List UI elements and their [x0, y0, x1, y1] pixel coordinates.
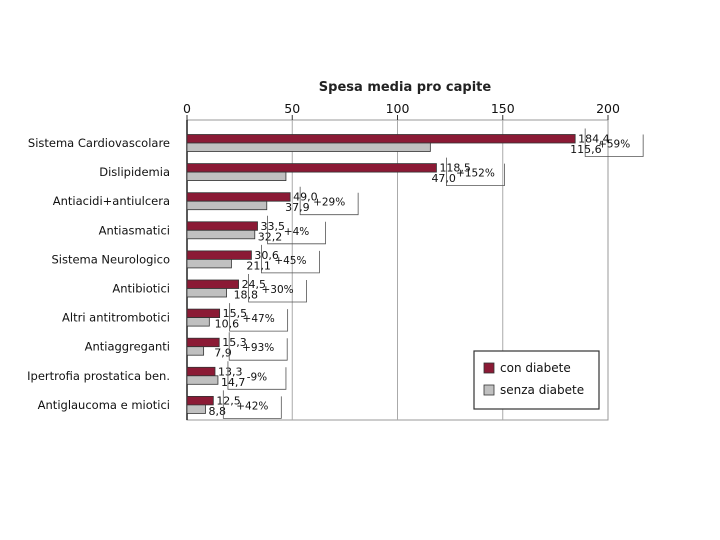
category-label: Sistema Cardiovascolare	[28, 136, 170, 150]
bar-con-diabete	[186, 250, 252, 260]
percent-change-label: +45%	[274, 255, 306, 267]
bar-con-diabete	[186, 134, 576, 144]
percent-change-label: +29%	[313, 197, 345, 209]
x-tick-label: 100	[386, 101, 410, 116]
annotation-box	[229, 303, 289, 332]
bar-con-diabete	[186, 308, 221, 319]
category-label: Sistema Neurologico	[51, 252, 170, 266]
bar-con-diabete	[186, 395, 214, 406]
percent-change-label: -9%	[247, 371, 267, 383]
value-label-senza-diabete: 21,1	[246, 259, 271, 272]
annotation-box	[228, 332, 288, 361]
bar-con-diabete	[186, 279, 239, 289]
value-label-senza-diabete: 7,9	[214, 347, 232, 360]
value-label-con-diabete: 24,5	[242, 278, 267, 291]
bar-senza-diabete	[186, 288, 227, 298]
value-label-senza-diabete: 32,2	[258, 230, 283, 243]
percent-change-label: +42%	[236, 400, 268, 412]
bar-senza-diabete	[186, 346, 205, 356]
bar-con-diabete	[186, 366, 216, 377]
annotation-box	[584, 128, 644, 157]
legend-label: con diabete	[500, 361, 571, 375]
chart-title: Spesa media pro capite	[319, 80, 492, 95]
category-label: Antiacidi+antiulcera	[53, 194, 170, 208]
x-tick-label: 50	[284, 101, 300, 116]
value-label-con-diabete: 15,5	[223, 307, 248, 320]
annotation-box	[299, 186, 359, 216]
value-label-senza-diabete: 115,6	[570, 143, 602, 156]
category-label: Ipertrofia prostatica ben.	[27, 369, 170, 383]
legend-box	[473, 350, 600, 410]
annotation-box	[227, 361, 287, 390]
bar-senza-diabete	[186, 404, 206, 414]
bar-senza-diabete	[186, 171, 287, 182]
category-label: Antiglaucoma e miotici	[38, 398, 170, 412]
legend-label: senza diabete	[500, 383, 584, 397]
value-label-con-diabete: 33,5	[261, 220, 286, 233]
value-label-con-diabete: 118,5	[439, 162, 471, 175]
bar-con-diabete	[186, 163, 437, 173]
bar-con-diabete	[186, 337, 220, 348]
bar-senza-diabete	[186, 200, 268, 211]
annotation-box	[248, 274, 307, 303]
x-tick-label: 0	[183, 101, 191, 116]
annotation-box	[222, 390, 282, 419]
value-label-con-diabete: 184,4	[578, 133, 610, 146]
value-label-con-diabete: 15,3	[222, 336, 247, 349]
bar-senza-diabete	[186, 142, 431, 152]
percent-change-label: +4%	[284, 226, 309, 238]
value-label-senza-diabete: 47,0	[431, 172, 456, 185]
value-label-senza-diabete: 18,8	[234, 289, 259, 302]
value-label-con-diabete: 30,6	[254, 249, 279, 262]
value-label-senza-diabete: 10,6	[215, 318, 240, 331]
value-label-con-diabete: 49,0	[293, 191, 318, 204]
x-tick-label: 200	[596, 101, 620, 116]
value-label-con-diabete: 13,3	[218, 365, 243, 378]
bar-con-diabete	[186, 192, 291, 202]
value-label-senza-diabete: 8,8	[209, 405, 227, 418]
annotation-box	[267, 215, 326, 245]
value-label-senza-diabete: 37,9	[285, 201, 310, 214]
legend-swatch	[483, 362, 495, 374]
category-label: Dislipidemia	[99, 165, 170, 179]
percent-change-label: +30%	[262, 284, 294, 296]
bar-senza-diabete	[186, 229, 256, 240]
legend-swatch	[483, 384, 495, 396]
percent-change-label: +152%	[456, 168, 495, 180]
labels: 0 50 100 150 200 Sistema Cardiovascolare 184,4…	[27, 101, 644, 419]
x-tick-label: 150	[491, 101, 515, 116]
category-label: Antibiotici	[112, 282, 170, 296]
category-label: Altri antitrombotici	[62, 311, 170, 325]
bar-senza-diabete	[186, 258, 232, 269]
category-label: Antiaggreganti	[85, 340, 170, 354]
bar-con-diabete	[186, 221, 258, 231]
bar-senza-diabete	[186, 317, 210, 327]
percent-change-label: +47%	[243, 313, 275, 325]
annotation-box	[446, 157, 505, 187]
value-label-con-diabete: 12,5	[216, 394, 241, 407]
bar-senza-diabete	[186, 375, 219, 385]
percent-change-label: +59%	[598, 139, 630, 151]
percent-change-label: +93%	[242, 342, 274, 354]
bars	[186, 134, 576, 414]
category-label: Antiasmatici	[99, 223, 170, 237]
value-label-senza-diabete: 14,7	[221, 376, 246, 389]
legend: con diabete senza diabete	[473, 350, 600, 410]
annotation-box	[261, 244, 320, 274]
